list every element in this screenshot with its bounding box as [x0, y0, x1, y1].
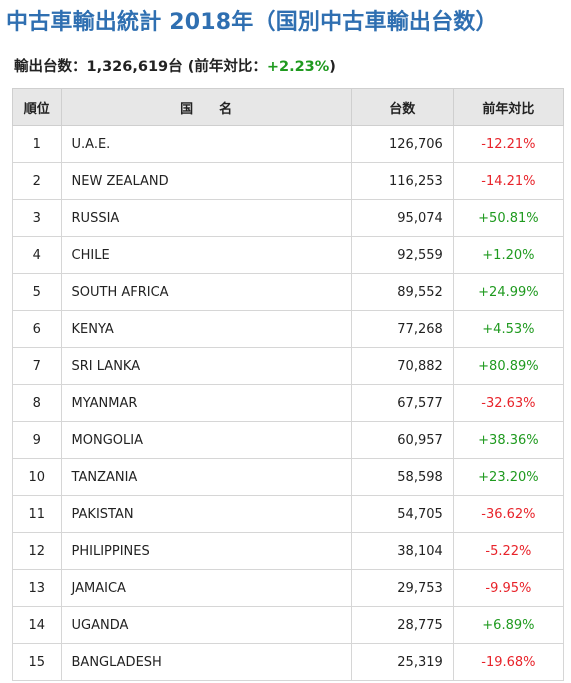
- rank-cell: 6: [12, 310, 62, 348]
- summary-suffix: ): [329, 59, 336, 75]
- units-cell: 29,753: [350, 569, 454, 607]
- units-cell: 38,104: [350, 532, 454, 570]
- units-cell: 25,319: [350, 643, 454, 681]
- table-row: 9 MONGOLIA 60,957 +38.36%: [12, 421, 565, 459]
- country-cell: JAMAICA: [60, 569, 352, 607]
- country-cell: SOUTH AFRICA: [60, 273, 352, 311]
- yoy-cell: +23.20%: [452, 458, 565, 496]
- country-cell: SRI LANKA: [60, 347, 352, 385]
- country-cell: PHILIPPINES: [60, 532, 352, 570]
- country-cell: TANZANIA: [60, 458, 352, 496]
- country-cell: NEW ZEALAND: [60, 162, 352, 200]
- table-row: 10 TANZANIA 58,598 +23.20%: [12, 458, 565, 496]
- yoy-cell: -9.95%: [452, 569, 565, 607]
- table-row: 11 PAKISTAN 54,705 -36.62%: [12, 495, 565, 533]
- yoy-cell: +80.89%: [452, 347, 565, 385]
- yoy-cell: -12.21%: [452, 125, 565, 163]
- country-cell: U.A.E.: [60, 125, 352, 163]
- units-cell: 67,577: [350, 384, 454, 422]
- export-table: 順位 国 名 台数 前年対比 1 U.A.E. 126,706 -12.21% 2 NEW…: [12, 88, 565, 681]
- country-cell: CHILE: [60, 236, 352, 274]
- table-row: 15 BANGLADESH 25,319 -19.68%: [12, 643, 565, 681]
- rank-cell: 12: [12, 532, 62, 570]
- rank-cell: 5: [12, 273, 62, 311]
- table-header-row: 順位 国 名 台数 前年対比: [12, 88, 565, 126]
- rank-cell: 8: [12, 384, 62, 422]
- rank-cell: 10: [12, 458, 62, 496]
- rank-cell: 3: [12, 199, 62, 237]
- header-country: 国 名: [60, 88, 352, 126]
- units-cell: 116,253: [350, 162, 454, 200]
- rank-cell: 7: [12, 347, 62, 385]
- units-cell: 95,074: [350, 199, 454, 237]
- yoy-cell: -32.63%: [452, 384, 565, 422]
- yoy-cell: +50.81%: [452, 199, 565, 237]
- units-cell: 58,598: [350, 458, 454, 496]
- units-cell: 89,552: [350, 273, 454, 311]
- rank-cell: 15: [12, 643, 62, 681]
- units-cell: 126,706: [350, 125, 454, 163]
- country-cell: UGANDA: [60, 606, 352, 644]
- units-cell: 60,957: [350, 421, 454, 459]
- table-row: 8 MYANMAR 67,577 -32.63%: [12, 384, 565, 422]
- header-units: 台数: [350, 88, 454, 126]
- table-row: 6 KENYA 77,268 +4.53%: [12, 310, 565, 348]
- rank-cell: 1: [12, 125, 62, 163]
- yoy-cell: +1.20%: [452, 236, 565, 274]
- table-row: 2 NEW ZEALAND 116,253 -14.21%: [12, 162, 565, 200]
- table-row: 3 RUSSIA 95,074 +50.81%: [12, 199, 565, 237]
- yoy-cell: -36.62%: [452, 495, 565, 533]
- country-cell: BANGLADESH: [60, 643, 352, 681]
- country-cell: PAKISTAN: [60, 495, 352, 533]
- table-row: 14 UGANDA 28,775 +6.89%: [12, 606, 565, 644]
- table-row: 4 CHILE 92,559 +1.20%: [12, 236, 565, 274]
- units-cell: 28,775: [350, 606, 454, 644]
- table-body: 1 U.A.E. 126,706 -12.21% 2 NEW ZEALAND 116,253…: [12, 125, 565, 681]
- export-summary: 輸出台数：1,326,619台 (前年対比：+2.23%): [14, 55, 336, 76]
- rank-cell: 11: [12, 495, 62, 533]
- country-cell: MONGOLIA: [60, 421, 352, 459]
- table-row: 13 JAMAICA 29,753 -9.95%: [12, 569, 565, 607]
- table-row: 7 SRI LANKA 70,882 +80.89%: [12, 347, 565, 385]
- yoy-cell: +6.89%: [452, 606, 565, 644]
- yoy-cell: +4.53%: [452, 310, 565, 348]
- units-cell: 54,705: [350, 495, 454, 533]
- table-row: 1 U.A.E. 126,706 -12.21%: [12, 125, 565, 163]
- yoy-cell: +38.36%: [452, 421, 565, 459]
- units-cell: 77,268: [350, 310, 454, 348]
- page-title: 中古車輸出統計 2018年（国別中古車輸出台数）: [6, 10, 498, 35]
- rank-cell: 13: [12, 569, 62, 607]
- units-cell: 92,559: [350, 236, 454, 274]
- country-cell: KENYA: [60, 310, 352, 348]
- summary-label: 輸出台数：1,326,619台 (前年対比：: [14, 59, 267, 75]
- yoy-cell: -19.68%: [452, 643, 565, 681]
- country-cell: RUSSIA: [60, 199, 352, 237]
- table-row: 12 PHILIPPINES 38,104 -5.22%: [12, 532, 565, 570]
- yoy-cell: +24.99%: [452, 273, 565, 311]
- yoy-cell: -5.22%: [452, 532, 565, 570]
- table-row: 5 SOUTH AFRICA 89,552 +24.99%: [12, 273, 565, 311]
- summary-change: +2.23%: [266, 59, 330, 75]
- units-cell: 70,882: [350, 347, 454, 385]
- header-yoy: 前年対比: [452, 88, 565, 126]
- rank-cell: 14: [12, 606, 62, 644]
- rank-cell: 9: [12, 421, 62, 459]
- rank-cell: 4: [12, 236, 62, 274]
- header-rank: 順位: [12, 88, 62, 126]
- yoy-cell: -14.21%: [452, 162, 565, 200]
- rank-cell: 2: [12, 162, 62, 200]
- country-cell: MYANMAR: [60, 384, 352, 422]
